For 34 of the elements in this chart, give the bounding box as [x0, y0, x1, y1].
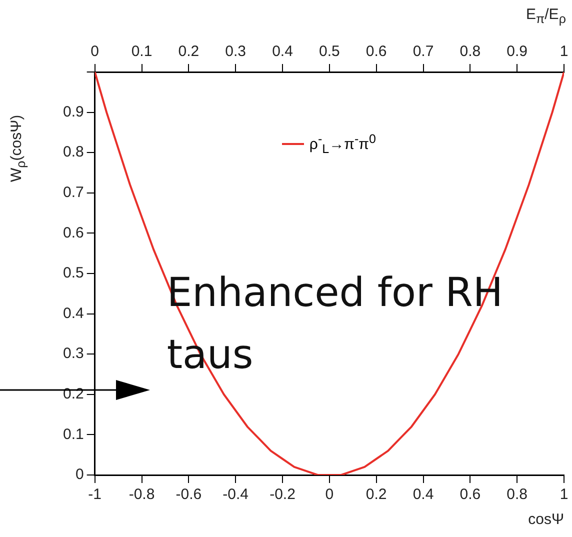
x2-tick-label: 1 — [560, 43, 568, 60]
x2-tick-label: 0.9 — [506, 43, 528, 60]
x-tick-label: -0.6 — [176, 486, 202, 504]
x-tick-label: 0.6 — [460, 486, 481, 504]
y-tick-label: 0.5 — [62, 264, 84, 282]
x2-tick-label: 0.5 — [318, 43, 340, 60]
y-tick-label: 0.7 — [62, 184, 84, 202]
y-tick-label: 0.6 — [62, 224, 84, 242]
x-tick-label: -0.2 — [270, 486, 296, 504]
y-tick-label: 0.4 — [62, 304, 84, 322]
x-tick-label: 0 — [325, 486, 334, 504]
legend-label: ρ$^{-}$$_{L}$→π$^{-}$π$^{0}$ — [309, 132, 376, 156]
x-tick-label: 0.4 — [412, 486, 434, 504]
y-tick-label: 0.8 — [62, 144, 84, 161]
y-tick-label: 0.3 — [62, 345, 84, 362]
x-axis-title: cosΨ — [528, 511, 564, 528]
y-tick-label: 0 — [76, 466, 84, 484]
x-tick-label: -0.4 — [222, 486, 249, 504]
x2-axis-title: E$_{π}$/E$_{ρ}$ — [526, 6, 566, 26]
x2-tick-label: 0.8 — [460, 43, 481, 60]
x-tick-label: 1 — [560, 486, 568, 504]
x-tick-label: 0.8 — [506, 486, 528, 504]
x2-tick-label: 0.2 — [178, 43, 200, 60]
x2-tick-label: 0.3 — [225, 43, 246, 60]
x2-tick-label: 0.7 — [412, 43, 434, 60]
x-tick-label: 0.2 — [366, 486, 387, 504]
x-tick-label: -1 — [88, 486, 102, 504]
x-tick-label: -0.8 — [128, 486, 155, 504]
y-tick-label: 0.9 — [62, 103, 84, 120]
y-tick-label: 0.1 — [62, 426, 84, 443]
x2-tick-label: 0.4 — [272, 43, 293, 60]
x2-tick-label: 0 — [90, 43, 100, 60]
x2-tick-label: 0.6 — [366, 43, 387, 60]
x2-tick-label: 0.1 — [131, 43, 152, 60]
